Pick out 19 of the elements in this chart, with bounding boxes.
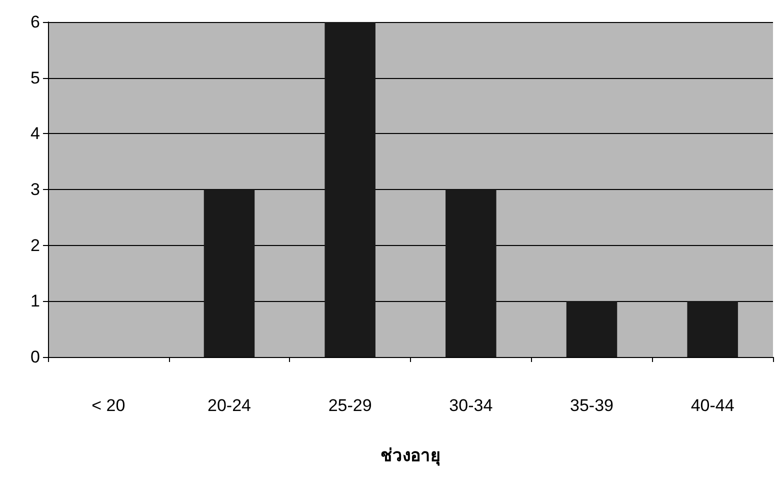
y-tick-label: 6 bbox=[30, 12, 40, 32]
bar bbox=[324, 22, 376, 357]
x-tick-label: 30-34 bbox=[449, 396, 493, 415]
y-tick-label: 5 bbox=[30, 68, 40, 88]
bar bbox=[687, 301, 738, 357]
x-tick-label: 40-44 bbox=[690, 396, 734, 415]
y-tick-label: 2 bbox=[30, 236, 40, 255]
y-tick-label: 1 bbox=[30, 292, 40, 311]
x-tick-label: < 20 bbox=[92, 396, 126, 415]
bar bbox=[204, 190, 255, 357]
y-tick-label: 0 bbox=[30, 348, 40, 366]
y-tick-label: 4 bbox=[30, 124, 40, 144]
x-tick-label: 25-29 bbox=[328, 396, 372, 415]
y-tick-label: 3 bbox=[30, 180, 40, 199]
bar bbox=[566, 301, 618, 357]
x-tick-label: 35-39 bbox=[570, 396, 614, 415]
bar bbox=[446, 190, 496, 357]
x-axis-title: ช่วงอายุ bbox=[380, 446, 440, 466]
x-tick-label: 20-24 bbox=[208, 396, 251, 415]
